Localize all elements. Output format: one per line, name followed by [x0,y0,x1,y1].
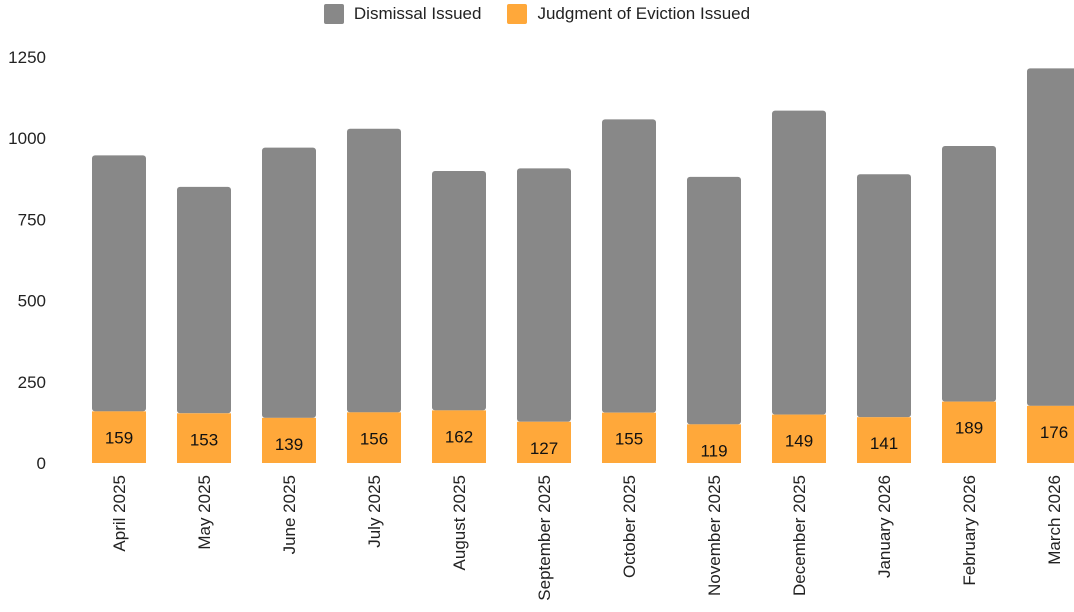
bar-dismissal [347,128,401,413]
bar-judgment [772,414,826,463]
bar-judgment [262,417,316,463]
bar-dismissal [602,119,656,413]
legend: Dismissal Issued Judgment of Eviction Is… [0,4,1074,24]
bar-judgment [347,412,401,463]
data-label-judgment: 141 [870,434,898,453]
bar-judgment [92,411,146,463]
x-tick-label: January 2026 [875,475,894,578]
bar-dismissal [857,174,911,418]
bar-judgment [517,421,571,463]
legend-swatch-dismissal [323,4,344,24]
x-tick-label: June 2025 [280,475,299,554]
x-tick-label: August 2025 [450,475,469,570]
data-label-judgment: 149 [785,432,813,451]
bar-dismissal [177,186,231,414]
data-label-judgment: 159 [105,428,133,447]
x-tick-label: March 2026 [1045,475,1064,565]
bar-dismissal [517,168,571,422]
bar-judgment [687,424,741,463]
data-label-judgment: 176 [1040,423,1068,442]
bar-dismissal [1027,68,1074,406]
data-label-judgment: 155 [615,430,643,449]
bar-dismissal [262,147,316,418]
bar-judgment [177,413,231,463]
x-tick-label: October 2025 [620,475,639,578]
bar-dismissal [942,145,996,402]
bar-judgment [432,410,486,463]
x-tick-label: December 2025 [790,475,809,596]
y-tick-label: 500 [18,292,46,311]
legend-label-judgment: Judgment of Eviction Issued [537,4,751,23]
legend-swatch-judgment [507,4,528,24]
y-tick-label: 1000 [8,129,46,148]
data-label-judgment: 189 [955,419,983,438]
y-tick-label: 750 [18,210,46,229]
bar-dismissal [432,171,486,411]
legend-item-judgment: Judgment of Eviction Issued [507,4,750,24]
data-label-judgment: 153 [190,430,218,449]
x-tick-label: February 2026 [960,475,979,586]
bar-judgment [942,401,996,463]
data-label-judgment: 139 [275,435,303,454]
data-label-judgment: 156 [360,429,388,448]
bar-dismissal [772,110,826,415]
data-label-judgment: 162 [445,427,473,446]
legend-label-dismissal: Dismissal Issued [353,4,482,23]
data-label-judgment: 119 [700,441,727,460]
y-tick-label: 0 [37,454,46,473]
data-label-judgment: 127 [530,439,558,458]
y-tick-label: 1250 [8,48,46,67]
legend-item-dismissal: Dismissal Issued [323,4,482,24]
x-tick-label: April 2025 [110,475,129,552]
x-tick-label: July 2025 [365,475,384,548]
y-tick-label: 250 [18,373,46,392]
bar-dismissal [687,176,741,425]
x-tick-label: May 2025 [195,475,214,550]
x-tick-label: September 2025 [535,475,554,601]
bar-judgment [1027,405,1074,463]
bar-judgment [857,417,911,463]
x-tick-label: November 2025 [705,475,724,596]
bar-judgment [602,412,656,463]
bar-dismissal [92,155,146,412]
